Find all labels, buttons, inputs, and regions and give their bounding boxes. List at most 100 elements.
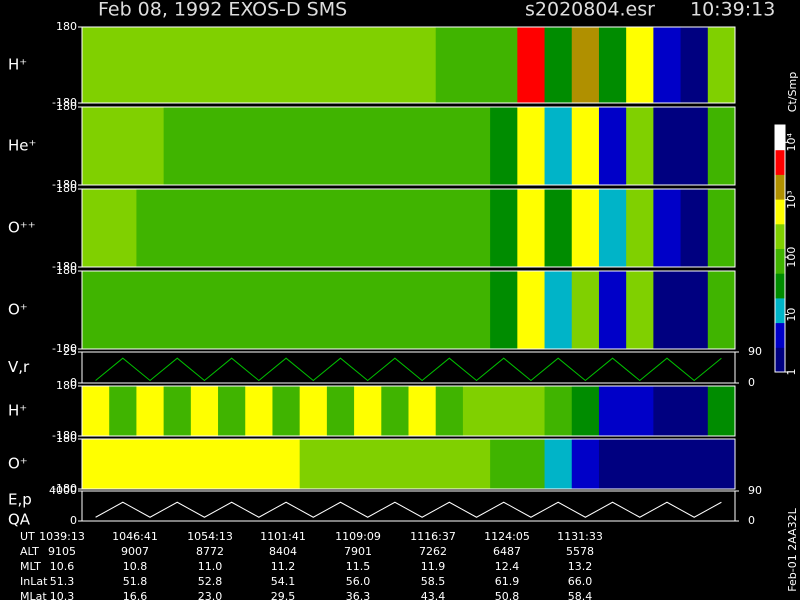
heat-cell (326, 271, 355, 349)
heat-cell (598, 189, 627, 267)
heat-cell (109, 189, 137, 267)
row-label: ALT (20, 545, 39, 558)
heat-cell (245, 386, 273, 436)
cell: 56.0 (346, 575, 371, 588)
cell: 10.8 (123, 560, 148, 573)
heat-cell (326, 107, 355, 185)
cell: 8772 (196, 545, 224, 558)
colorbar-label: Ct/Smp (786, 72, 799, 112)
cell: 1116:37 (410, 530, 456, 543)
heat-cell (544, 189, 573, 267)
panel-frame (81, 438, 736, 490)
heat-cell (245, 189, 273, 267)
colorbar-segment (775, 199, 785, 225)
heat-cell (517, 189, 546, 267)
y-tick-label: 0 (70, 514, 77, 527)
heat-cell (136, 107, 165, 185)
heat-cell (462, 107, 491, 185)
heat-cell (517, 271, 546, 349)
heat-cell (626, 271, 654, 349)
heat-cell (326, 189, 355, 267)
heat-cell (381, 107, 409, 185)
panel-frame (81, 385, 736, 437)
heat-cell (299, 107, 328, 185)
heat-cell (571, 271, 600, 349)
heat-cell (354, 271, 382, 349)
heat-cell (653, 107, 682, 185)
panel-frame (81, 26, 736, 104)
heat-cell (299, 439, 328, 489)
heat-cell (408, 107, 437, 185)
panel-frame (81, 270, 736, 350)
y-tick-label: -180 (52, 342, 77, 355)
heat-cell (544, 27, 573, 103)
cell: 7901 (344, 545, 372, 558)
heat-cell (462, 27, 491, 103)
colorbar-segment (775, 223, 785, 249)
heat-cell (218, 107, 246, 185)
heat-cell (490, 27, 518, 103)
heat-cell (707, 189, 736, 267)
colorbar-segment (775, 174, 785, 200)
heat-cell (299, 386, 328, 436)
panel-frame (81, 188, 736, 268)
y-tick-label: -180 (52, 178, 77, 191)
row-label: MLat (20, 590, 47, 600)
panel-frame (81, 490, 736, 522)
time: 10:39:13 (690, 0, 775, 21)
row-label: InLat (20, 575, 48, 588)
title: Feb 08, 1992 EXOS-D SMS (98, 0, 347, 21)
y-tick-label: 25 (63, 345, 77, 358)
heat-cell (680, 271, 709, 349)
heat-cell (598, 107, 627, 185)
heat-cell (272, 107, 301, 185)
heat-cell (571, 386, 600, 436)
cell: 1101:41 (260, 530, 306, 543)
cell: 36.3 (346, 590, 371, 600)
cell: 54.1 (271, 575, 296, 588)
heat-cell (354, 27, 382, 103)
heat-cell (435, 439, 464, 489)
heat-cell (272, 386, 301, 436)
cell: 5578 (566, 545, 594, 558)
cell: 1124:05 (484, 530, 530, 543)
heat-cell (109, 439, 137, 489)
cell: 11.0 (198, 560, 223, 573)
heat-cell (272, 27, 301, 103)
heat-cell (680, 189, 709, 267)
cell: 10.3 (50, 590, 75, 600)
heat-cell (707, 107, 736, 185)
heat-cell (136, 386, 165, 436)
cell: 9105 (48, 545, 76, 558)
panel-label: V,r (8, 358, 30, 376)
heat-cell (544, 386, 573, 436)
heat-cell (190, 271, 219, 349)
y2-tick-label: 0 (748, 376, 755, 389)
cell: 1054:13 (187, 530, 233, 543)
heat-cell (517, 439, 546, 489)
colorbar-segment (775, 322, 785, 348)
colorbar-frame (774, 124, 786, 373)
heat-cell (680, 386, 709, 436)
cell: 43.4 (421, 590, 446, 600)
row-label: MLT (20, 560, 41, 573)
heat-cell (408, 386, 437, 436)
cell: 11.2 (271, 560, 296, 573)
heat-cell (190, 189, 219, 267)
y-tick-label: 180 (56, 432, 77, 445)
heat-cell (490, 439, 518, 489)
y-tick-label: 180 (56, 264, 77, 277)
heat-cell (82, 271, 110, 349)
cell: 61.9 (495, 575, 520, 588)
heat-cell (408, 27, 437, 103)
heat-cell (299, 27, 328, 103)
heat-cell (653, 189, 682, 267)
heat-cell (82, 27, 110, 103)
heat-cell (544, 439, 573, 489)
heat-cell (408, 271, 437, 349)
heat-cell (326, 439, 355, 489)
heat-cell (653, 271, 682, 349)
heat-cell (218, 271, 246, 349)
heat-cell (190, 439, 219, 489)
